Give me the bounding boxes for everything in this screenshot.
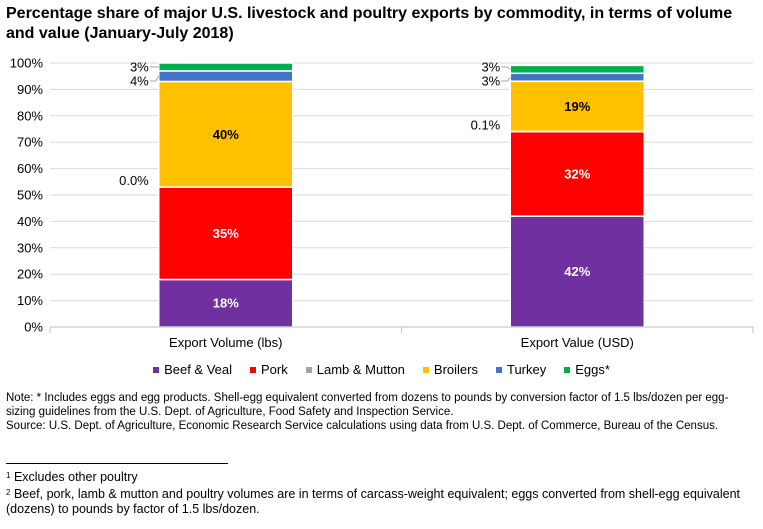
data-label: 3% — [130, 60, 149, 75]
leader-line — [501, 76, 511, 82]
leader-line — [501, 66, 511, 70]
data-label: 3% — [481, 60, 500, 75]
footnote-1: 1 Excludes other poultry — [6, 470, 138, 484]
bar-segment-eggs — [158, 62, 294, 72]
legend-item: Beef & Veal — [153, 362, 232, 377]
bar-segment-broilers — [158, 80, 294, 188]
legend-label: Eggs* — [575, 362, 610, 377]
y-tick-label: 20% — [17, 267, 43, 282]
legend-swatch — [564, 366, 571, 373]
data-label: 18% — [213, 296, 239, 311]
legend-item: Pork — [250, 362, 288, 377]
footnote-2: 2 Beef, pork, lamb & mutton and poultry … — [6, 487, 740, 516]
data-label: 0.0% — [119, 173, 149, 188]
legend-item: Eggs* — [564, 362, 610, 377]
data-label: 4% — [130, 74, 149, 89]
y-tick-label: 90% — [17, 82, 43, 97]
y-tick-label: 60% — [17, 161, 43, 176]
data-label: 32% — [564, 166, 590, 181]
footnote-divider — [6, 463, 228, 464]
footnotes: 1 Excludes other poultry 2 Beef, pork, l… — [6, 470, 756, 519]
bar-segment-beef-veal — [509, 215, 645, 328]
bar-segment-beef-veal — [158, 278, 294, 328]
y-tick-label: 30% — [17, 240, 43, 255]
legend-label: Lamb & Mutton — [316, 362, 405, 377]
data-label: 40% — [213, 127, 239, 142]
legend: Beef & Veal Pork Lamb & Mutton Broilers Turk… — [0, 362, 763, 377]
legend-label: Broilers — [433, 362, 478, 377]
data-label: 19% — [564, 99, 590, 114]
legend-label: Beef & Veal — [164, 362, 233, 377]
legend-swatch — [305, 366, 312, 373]
data-label: 0.1% — [471, 118, 501, 133]
data-label: 35% — [213, 226, 239, 241]
note-text: Note: * Includes eggs and egg products. … — [6, 392, 729, 418]
x-category-label: Export Value (USD) — [521, 335, 634, 350]
data-labels: 18%35%0.0%40%4%3%42%32%0.1%19%3%3% — [119, 60, 591, 311]
legend-swatch — [250, 366, 257, 373]
leader-line — [149, 75, 160, 82]
legend-item: Broilers — [422, 362, 478, 377]
y-tick-label: 80% — [17, 108, 43, 123]
legend-swatch — [422, 366, 429, 373]
legend-item: Turkey — [495, 362, 547, 377]
legend-label: Turkey — [506, 362, 547, 377]
gridlines — [50, 62, 753, 328]
y-tick-label: 40% — [17, 214, 43, 229]
legend-swatch — [495, 366, 502, 373]
leader-lines — [149, 66, 511, 82]
bar-segment-pork — [158, 186, 294, 281]
y-tick-label: 50% — [17, 188, 43, 203]
data-label: 42% — [564, 264, 590, 279]
source-text: Source: U.S. Dept. of Agriculture, Econo… — [6, 420, 719, 432]
stacked-bar-chart: 0% 10% 20% 30% 40% 50% 60% 70% 80% 90% 100% 18% 35%… — [10, 56, 754, 350]
x-category-label: Export Volume (lbs) — [169, 335, 282, 350]
bar-segment-eggs — [509, 64, 645, 75]
y-tick-label: 70% — [17, 135, 43, 150]
y-axis: 0% 10% 20% 30% 40% 50% 60% 70% 80% 90% 100% — [10, 56, 44, 335]
x-axis: Export Volume (lbs) Export Value (USD) — [49, 326, 754, 350]
y-tick-label: 10% — [17, 293, 43, 308]
bars — [158, 62, 645, 328]
chart-title: Percentage share of major U.S. livestock… — [6, 5, 733, 42]
legend-item: Lamb & Mutton — [305, 362, 405, 377]
legend-label: Pork — [261, 362, 288, 377]
notes: Note: * Includes eggs and egg products. … — [6, 391, 746, 433]
bar-segment-turkey — [509, 72, 645, 82]
legend-swatch — [153, 366, 160, 373]
bar-segment-turkey — [158, 70, 294, 83]
y-tick-label: 100% — [10, 56, 44, 71]
y-tick-label: 0% — [24, 320, 43, 335]
data-label: 3% — [481, 74, 500, 89]
